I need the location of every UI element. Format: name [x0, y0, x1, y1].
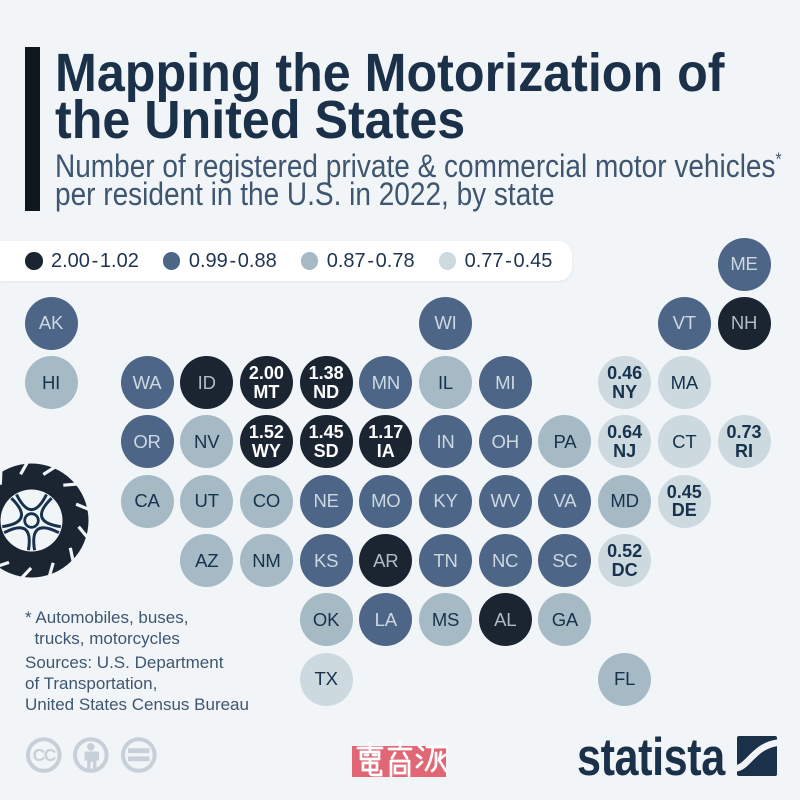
svg-text:CC: CC — [32, 745, 56, 765]
